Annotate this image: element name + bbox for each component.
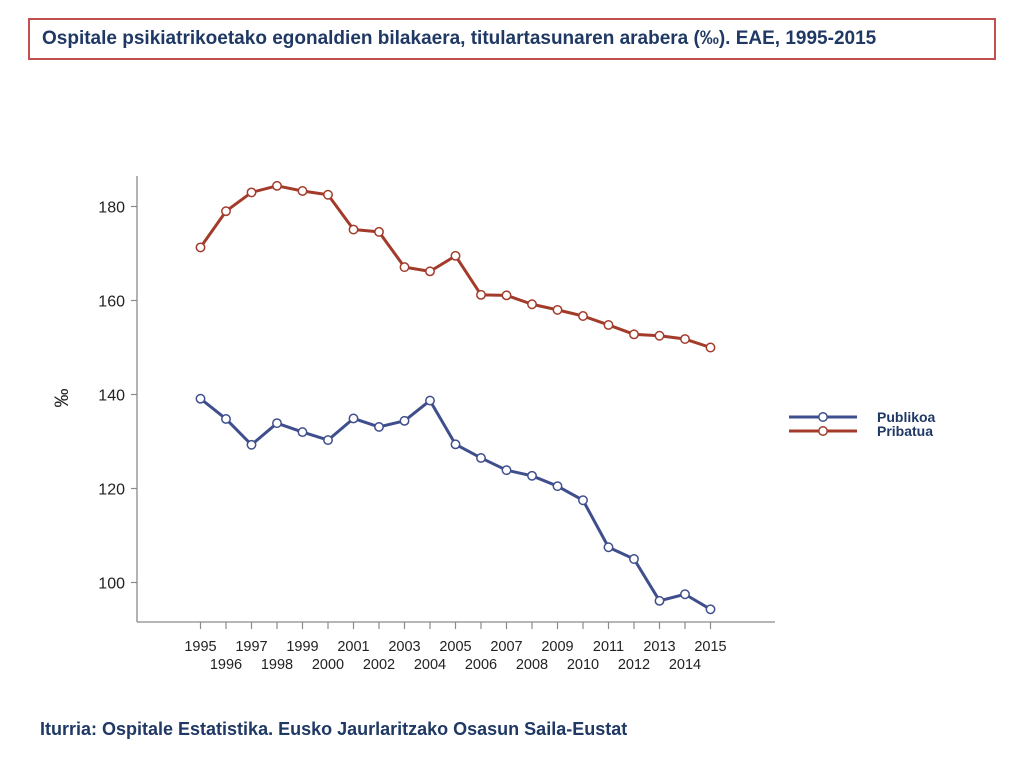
legend-marker	[818, 412, 828, 422]
data-point	[578, 311, 588, 321]
series-publikoa	[195, 393, 716, 615]
axes: ‰	[52, 176, 775, 623]
source-note: Iturria: Ospitale Estatistika. Eusko Jau…	[40, 719, 628, 739]
data-point	[680, 334, 690, 344]
x-tick-label: 2011	[593, 639, 624, 655]
x-tick-label: 2014	[669, 657, 701, 673]
data-point	[450, 439, 461, 450]
data-point	[272, 180, 282, 191]
x-ticks: 1995 1996 1997 1998 1999 2000 2001 2002 2003 2004…	[184, 622, 727, 673]
y-axis-label: ‰	[52, 389, 73, 408]
data-point	[501, 290, 512, 301]
x-tick-label: 2001	[337, 639, 369, 655]
x-tick-label: 2002	[363, 657, 395, 673]
series-line	[199, 397, 712, 611]
data-point	[374, 421, 384, 432]
chart-title: Ospitale psikiatrikoetako egonaldien bil…	[42, 28, 877, 49]
x-tick-label: 2008	[516, 657, 548, 673]
x-tick-label: 2003	[388, 639, 420, 655]
x-tick-label: 2007	[490, 639, 522, 655]
x-tick-label: 1999	[286, 639, 318, 655]
title-box: Ospitale psikiatrikoetako egonaldien bil…	[28, 18, 996, 60]
series-layer	[195, 180, 716, 615]
data-point	[552, 304, 563, 315]
x-tick-label: 2006	[465, 657, 497, 673]
data-point	[527, 299, 537, 310]
data-point	[603, 542, 614, 553]
data-point	[323, 435, 333, 446]
data-point	[680, 589, 690, 600]
data-point	[654, 595, 665, 606]
data-point	[374, 226, 384, 237]
x-tick-label: 2013	[643, 639, 675, 655]
x-tick-label: 2004	[414, 657, 446, 673]
x-tick-label: 2010	[567, 657, 599, 673]
y-tick-label: 100	[98, 576, 125, 593]
x-tick-label: 2005	[439, 639, 471, 655]
data-point	[425, 395, 435, 406]
y-tick-label: 160	[98, 294, 125, 311]
x-tick-label: 1996	[210, 657, 242, 673]
data-point	[578, 495, 588, 506]
data-point	[450, 250, 461, 261]
data-point	[221, 206, 231, 217]
x-tick-label: 2012	[618, 657, 650, 673]
y-tick-label: 140	[98, 388, 125, 405]
data-point	[476, 289, 486, 300]
y-tick-label: 180	[98, 200, 125, 217]
data-point	[552, 481, 563, 492]
x-tick-label: 2000	[312, 657, 344, 673]
data-point	[246, 439, 257, 450]
data-point	[246, 187, 257, 198]
data-point	[603, 319, 614, 330]
data-point	[501, 465, 512, 476]
data-point	[297, 186, 308, 196]
data-point	[348, 413, 359, 424]
x-tick-label: 2015	[694, 639, 726, 655]
series-pribatua	[195, 180, 716, 353]
data-point	[476, 453, 486, 463]
y-tick-label: 120	[98, 482, 125, 499]
data-point	[221, 413, 231, 424]
series-line	[199, 184, 711, 349]
y-ticks: 100 120 140 160 180	[98, 200, 137, 593]
data-point	[195, 393, 206, 404]
legend-label: Publikoa	[877, 409, 936, 425]
data-point	[629, 554, 639, 564]
data-point	[272, 418, 282, 429]
data-point	[323, 189, 333, 200]
data-point	[705, 342, 716, 353]
x-tick-label: 2009	[541, 639, 573, 655]
data-point	[297, 427, 308, 438]
data-point	[629, 329, 639, 340]
x-tick-label: 1997	[235, 639, 267, 655]
data-point	[527, 470, 537, 481]
x-tick-label: 1995	[184, 639, 216, 655]
data-point	[425, 266, 435, 277]
data-point	[654, 330, 665, 341]
data-point	[399, 262, 410, 273]
data-point	[195, 242, 206, 253]
x-tick-label: 1998	[261, 657, 293, 673]
legend-marker	[818, 426, 828, 436]
data-point	[348, 224, 359, 235]
legend-label: Pribatua	[877, 423, 933, 439]
data-point	[399, 415, 410, 426]
data-point	[705, 604, 716, 615]
